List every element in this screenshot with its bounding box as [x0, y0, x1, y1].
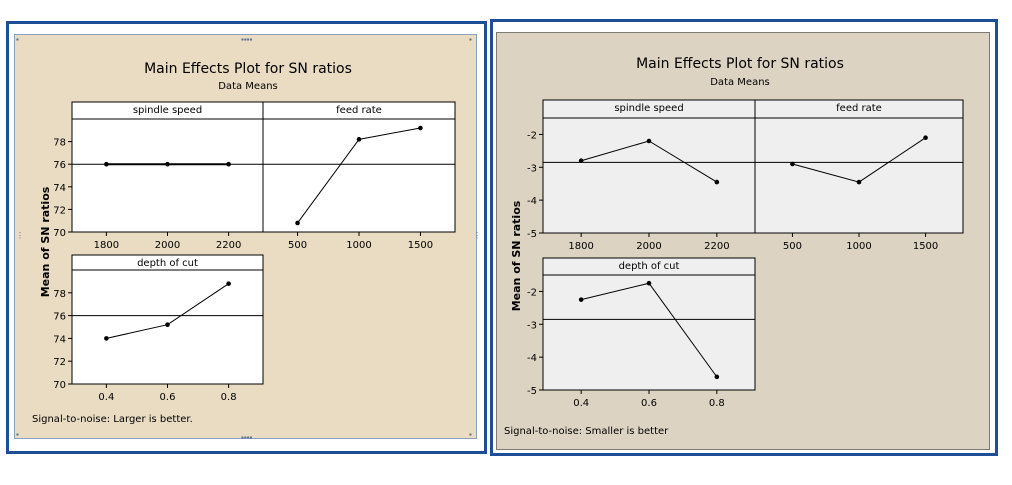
- data-point: [226, 161, 231, 167]
- y-tick-label: -2: [527, 130, 537, 141]
- resize-handle-top[interactable]: ▪▪▪▪: [241, 35, 253, 44]
- left-chart-title: Main Effects Plot for SN ratios: [144, 61, 352, 77]
- x-tick-label: 0.6: [160, 392, 176, 403]
- panel-plot-area: [754, 117, 964, 234]
- data-point: [104, 336, 109, 341]
- panel-factor-label: depth of cut: [137, 258, 198, 269]
- y-tick-label: -5: [527, 386, 537, 397]
- data-point: [165, 161, 170, 167]
- left-panel-feed-rate: feed rate 500 1000 1500: [262, 101, 456, 251]
- left-chart: Main Effects Plot for SN ratios Data Mea…: [32, 61, 456, 425]
- right-y-axis-label: Mean of SN ratios: [510, 200, 523, 311]
- resize-handle-bottom[interactable]: ▪▪▪▪: [241, 433, 253, 442]
- panel-factor-label: feed rate: [336, 105, 382, 116]
- data-point: [646, 280, 652, 286]
- x-tick-label: 2200: [216, 240, 241, 251]
- left-figure-frame: [6, 21, 487, 454]
- x-tick-label: 500: [288, 240, 307, 251]
- left-y-axis-label: Mean of SN ratios: [39, 186, 52, 297]
- x-tick-label: 500: [783, 241, 802, 252]
- left-footnote: Signal-to-noise: Larger is better.: [32, 414, 193, 425]
- x-tick-label: 2000: [155, 240, 180, 251]
- y-tick-label: -5: [527, 229, 537, 240]
- left-panel-depth-of-cut: depth of cut 70 72 74 76 78 0.4 0.6 0.8: [53, 254, 264, 403]
- panel-plot-area: [542, 274, 756, 391]
- x-tick-label: 0.6: [641, 398, 657, 409]
- resize-handle-right[interactable]: ⋮: [473, 231, 481, 240]
- right-panel-spindle-speed: spindle speed -5 -4 -3 -2 1800 2000 2200: [527, 99, 756, 252]
- resize-handle-left[interactable]: ⋮: [16, 231, 24, 240]
- data-point: [165, 322, 170, 328]
- data-point: [226, 281, 231, 286]
- y-tick-label: -3: [527, 320, 537, 331]
- x-tick-label: 1800: [568, 241, 593, 252]
- data-point: [790, 161, 795, 167]
- right-chart: Main Effects Plot for SN ratios Data Mea…: [504, 56, 964, 437]
- y-tick-label: -4: [527, 353, 537, 364]
- right-panel-feed-rate: feed rate 500 1000 1500: [754, 99, 964, 252]
- y-tick-label: 78: [53, 289, 66, 300]
- resize-handle-bottom-left[interactable]: ▪: [16, 430, 19, 439]
- data-point: [578, 297, 584, 302]
- x-tick-label: 1500: [408, 240, 433, 251]
- right-chart-subtitle: Data Means: [710, 77, 770, 88]
- left-panel-spindle-speed: spindle speed 70 72 74 76 78 1800 2000 2200: [53, 101, 264, 251]
- left-chart-subtitle: Data Means: [218, 81, 278, 92]
- panel-factor-label: feed rate: [836, 103, 882, 114]
- data-point: [923, 135, 928, 141]
- data-point: [856, 179, 862, 185]
- panel-factor-label: spindle speed: [614, 103, 683, 114]
- right-figure-frame: [490, 19, 998, 456]
- y-tick-label: -3: [527, 163, 537, 174]
- x-tick-label: 1800: [94, 240, 119, 251]
- x-tick-label: 1500: [913, 241, 938, 252]
- x-tick-label: 0.4: [573, 398, 589, 409]
- panel-plot-area: [542, 117, 756, 234]
- right-chart-title: Main Effects Plot for SN ratios: [636, 56, 844, 72]
- data-point: [646, 138, 652, 144]
- y-tick-label: 74: [53, 183, 66, 194]
- right-panel-depth-of-cut: depth of cut -5 -4 -3 -2 0.4 0.6 0.8: [527, 257, 756, 409]
- data-point: [418, 125, 423, 131]
- resize-handle-top-left[interactable]: ▪: [16, 35, 19, 44]
- x-tick-label: 0.4: [98, 392, 114, 403]
- data-point: [578, 158, 584, 164]
- data-point: [714, 374, 720, 380]
- right-footnote: Signal-to-noise: Smaller is better: [504, 426, 669, 437]
- data-point: [104, 161, 109, 167]
- y-tick-label: 76: [53, 160, 66, 171]
- y-tick-label: -4: [527, 196, 537, 207]
- y-tick-label: -2: [527, 287, 537, 298]
- y-tick-label: 70: [53, 228, 66, 239]
- y-tick-label: 72: [53, 357, 66, 368]
- x-tick-label: 0.8: [709, 398, 725, 409]
- x-tick-label: 2200: [704, 241, 729, 252]
- x-tick-label: 0.8: [221, 392, 237, 403]
- x-tick-label: 2000: [636, 241, 661, 252]
- y-tick-label: 74: [53, 334, 66, 345]
- data-point: [295, 220, 300, 226]
- resize-handle-bottom-right[interactable]: ▪: [469, 430, 472, 439]
- data-point: [714, 179, 720, 185]
- panel-factor-label: spindle speed: [133, 105, 202, 116]
- x-tick-label: 1000: [846, 241, 871, 252]
- panel-plot-area: [71, 118, 264, 233]
- y-tick-label: 70: [53, 380, 66, 391]
- x-tick-label: 1000: [346, 240, 371, 251]
- panel-plot-area: [262, 118, 456, 233]
- y-tick-label: 76: [53, 312, 66, 323]
- y-tick-label: 72: [53, 205, 66, 216]
- y-tick-label: 78: [53, 138, 66, 149]
- panel-factor-label: depth of cut: [619, 261, 680, 272]
- resize-handle-top-right[interactable]: ▪: [469, 35, 472, 44]
- data-point: [356, 137, 362, 142]
